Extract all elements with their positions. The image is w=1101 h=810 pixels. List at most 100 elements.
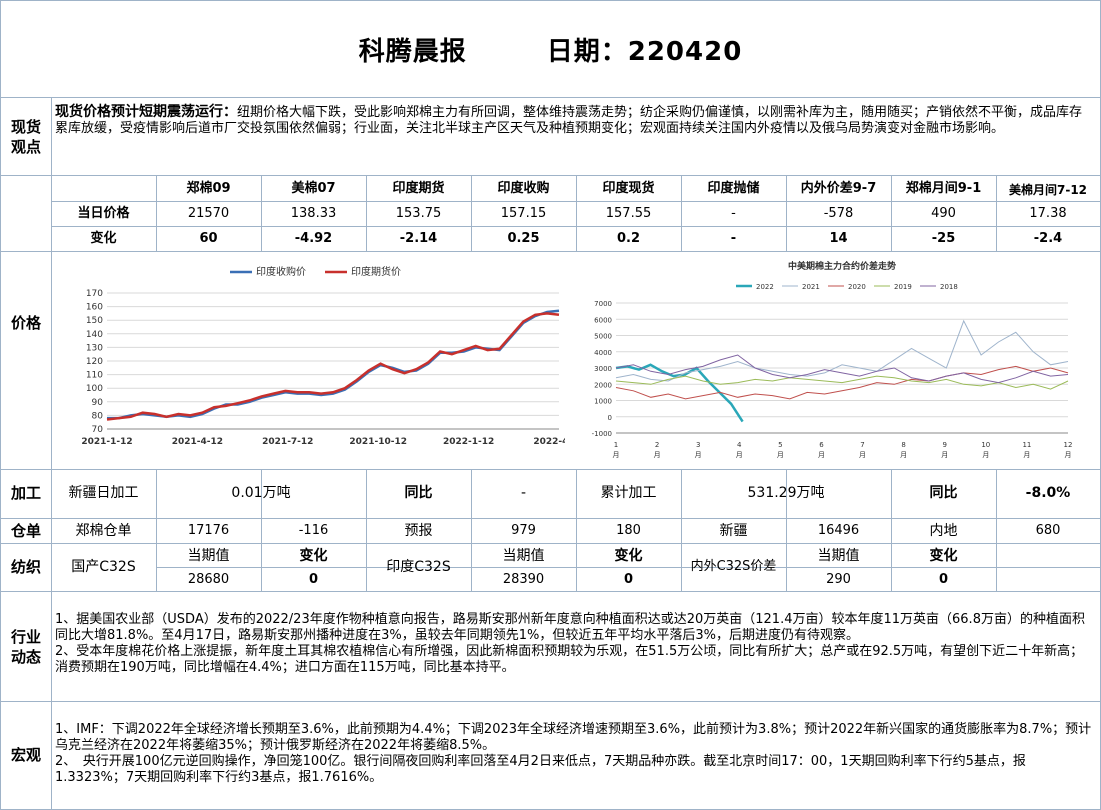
y-tick-label: 150 xyxy=(86,316,103,326)
y-tick-label: 1000 xyxy=(594,398,612,406)
section-label-macro: 宏观 xyxy=(10,746,41,764)
y-tick-label: 160 xyxy=(86,303,103,313)
x-tick-label: 月 xyxy=(1065,451,1072,459)
x-tick-label: 月 xyxy=(941,451,948,459)
x-tick-label: 4 xyxy=(737,441,742,449)
grid-line xyxy=(891,469,892,591)
grid-line xyxy=(1,701,1100,702)
row-label-price: 当日价格 xyxy=(77,206,130,221)
change-header: 变化 xyxy=(929,548,958,564)
section-label-textile: 纺织 xyxy=(10,558,41,576)
inland-warehouse-label: 内地 xyxy=(929,523,958,539)
x-tick-label: 月 xyxy=(900,451,907,459)
y-tick-label: 4000 xyxy=(594,349,612,357)
x-tick-label: 2022-4-12 xyxy=(533,437,565,447)
cumulative-processing-value: 531.29万吨 xyxy=(747,485,825,501)
series-line-2019 xyxy=(615,375,1069,390)
y-tick-label: 0 xyxy=(608,414,612,422)
x-tick-label: 2021-4-12 xyxy=(172,437,223,447)
change-cell: 0.25 xyxy=(507,231,540,246)
grid-line xyxy=(996,175,997,251)
y-tick-label: 2000 xyxy=(594,381,612,389)
y-tick-label: 140 xyxy=(86,330,103,340)
price-cell: -578 xyxy=(823,206,854,221)
spread-c32s-value: 290 xyxy=(826,572,851,587)
col-header: 美棉月间7-12 xyxy=(1008,183,1088,197)
grid-line xyxy=(471,469,472,591)
x-tick-label: 2 xyxy=(655,441,659,449)
macro-news-item: 1、IMF：下调2022年全球经济增长预期至3.6%，此前预期为4.4%；下调2… xyxy=(55,722,1092,753)
x-tick-label: 9 xyxy=(942,441,946,449)
grid-line xyxy=(576,175,577,251)
grid-line xyxy=(681,469,682,591)
change-cell: 60 xyxy=(199,231,218,246)
col-header: 郑棉月间9-1 xyxy=(905,181,982,196)
change-cell: -2.14 xyxy=(399,231,438,246)
grid-line xyxy=(1,97,1100,98)
grid-line xyxy=(156,567,1100,568)
report-title: 科腾晨报 xyxy=(358,37,467,67)
grid-line xyxy=(51,226,1100,227)
x-tick-label: 7 xyxy=(860,441,864,449)
x-tick-label: 2022-1-12 xyxy=(443,437,494,447)
row-label-change: 变化 xyxy=(90,231,117,246)
india-price-chart: 70 80 90 100 110 120 130 140 150 160 170 2021-1-12 2… xyxy=(65,257,565,459)
legend-entry: 2020 xyxy=(848,283,866,291)
y-tick-label: 70 xyxy=(92,425,104,435)
industry-news-item: 1、据美国农业部（USDA）发布的2022/23年度作物种植意向报告，路易斯安那… xyxy=(55,612,1085,643)
grid-line xyxy=(996,469,997,591)
col-header: 郑棉09 xyxy=(186,181,231,196)
price-cell: 157.55 xyxy=(605,206,652,221)
grid-line xyxy=(786,469,787,591)
grid-line xyxy=(891,175,892,251)
section-label-warehouse: 仓单 xyxy=(10,522,41,540)
grid-line xyxy=(51,97,52,809)
x-tick-label: 3 xyxy=(696,441,700,449)
x-tick-label: 月 xyxy=(1023,451,1030,459)
grid-line xyxy=(366,469,367,591)
x-tick-label: 月 xyxy=(777,451,784,459)
price-cell: 490 xyxy=(931,206,956,221)
x-tick-label: 2021-10-12 xyxy=(349,437,407,447)
xinjiang-processing-value: 0.01万吨 xyxy=(231,485,291,501)
col-header: 印度收购 xyxy=(497,181,550,196)
grid-line xyxy=(681,175,682,251)
y-tick-label: 100 xyxy=(86,384,103,394)
change-cell: -4.92 xyxy=(294,231,333,246)
col-header: 内外价差9-7 xyxy=(800,181,877,196)
change-cell: 0.2 xyxy=(616,231,641,246)
price-cell: 17.38 xyxy=(1029,206,1067,221)
series-line-2018 xyxy=(615,354,1069,384)
y-tick-label: 110 xyxy=(86,371,103,381)
section-label-processing: 加工 xyxy=(10,484,41,502)
x-tick-label: 月 xyxy=(736,451,743,459)
x-tick-label: 2021-1-12 xyxy=(81,437,132,447)
x-tick-label: 10 xyxy=(981,441,990,449)
series-line-印度期货价 xyxy=(106,312,560,421)
y-tick-label: -1000 xyxy=(592,430,612,438)
x-tick-label: 月 xyxy=(613,451,620,459)
cn-us-spread-chart: 中美期棉主力合约价差走势 -1000 0 1000 2000 3000 4000 5000 60… xyxy=(586,257,1086,465)
grid-line xyxy=(1,518,1100,519)
x-tick-label: 月 xyxy=(654,451,661,459)
cn-us-spread-chart-svg: 中美期棉主力合约价差走势 -1000 0 1000 2000 3000 4000 5000 60… xyxy=(592,260,1073,459)
grid-line xyxy=(1,591,1100,592)
y-tick-label: 80 xyxy=(92,411,104,421)
change-cell: - xyxy=(730,231,737,246)
x-tick-label: 月 xyxy=(695,451,702,459)
col-header: 印度现货 xyxy=(602,181,655,196)
grid-line xyxy=(576,469,577,591)
macro-news: 1、IMF：下调2022年全球经济增长预期至3.6%，此前预期为4.4%；下调2… xyxy=(55,722,1093,786)
grid-line xyxy=(261,469,262,591)
y-tick-label: 5000 xyxy=(594,333,612,341)
price-cell: 157.15 xyxy=(500,206,547,221)
xinjiang-processing-label: 新疆日加工 xyxy=(68,485,139,501)
grid-line xyxy=(1,543,1100,544)
zc-warehouse-change: -116 xyxy=(298,523,329,538)
legend-entry: 印度收购价 xyxy=(256,265,306,278)
price-cell: 138.33 xyxy=(290,206,337,221)
yoy-label-1: 同比 xyxy=(404,485,433,501)
col-header: 美棉07 xyxy=(291,181,336,196)
grid-line xyxy=(261,175,262,251)
zc-warehouse-label: 郑棉仓单 xyxy=(75,523,132,539)
